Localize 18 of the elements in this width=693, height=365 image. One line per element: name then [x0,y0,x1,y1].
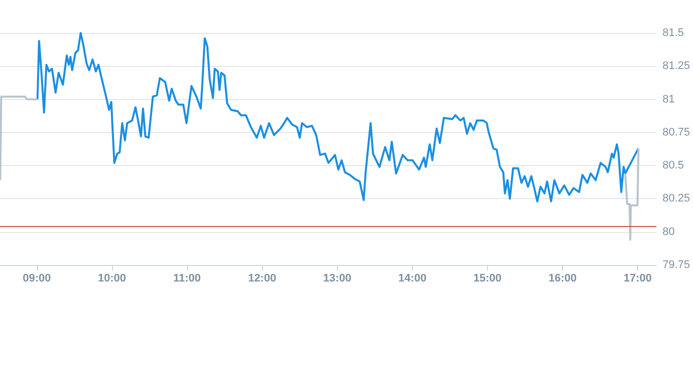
x-tick-label: 14:00 [398,272,426,284]
x-tick-label: 11:00 [173,272,201,284]
y-tick-label: 80.75 [662,126,690,138]
y-tick-label: 80.25 [662,192,690,205]
x-tick-label: 10:00 [98,272,126,284]
y-tick-label: 79.75 [662,259,690,271]
x-tick-label: 13:00 [323,272,352,284]
y-tick-label: 81.5 [662,27,684,39]
y-tick-label: 81 [662,93,675,106]
x-tick-label: 12:00 [248,272,276,284]
x-tick-label: 16:00 [548,272,577,284]
y-tick-label: 81.25 [662,60,690,72]
y-tick-label: 80 [662,226,675,238]
x-tick-label: 17:00 [624,272,652,284]
line-series [36,32,640,202]
x-tick-label: 15:00 [473,272,502,284]
x-tick-label: 09:00 [22,272,51,284]
y-tick-label: 80.5 [662,160,684,172]
